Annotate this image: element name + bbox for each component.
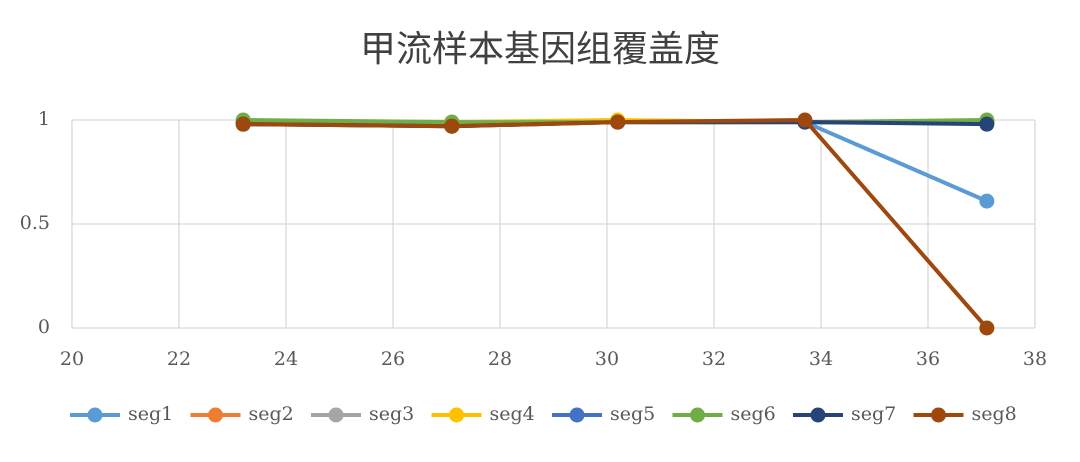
data-point (979, 116, 995, 132)
data-point (979, 193, 995, 209)
x-tick-label: 24 (274, 348, 298, 370)
data-point (979, 320, 995, 336)
legend-label: seg8 (972, 403, 1017, 425)
legend-marker (87, 407, 103, 423)
x-tick-label: 26 (381, 348, 405, 370)
y-tick-label: 1 (38, 108, 50, 130)
data-point (797, 112, 813, 128)
legend-marker (810, 407, 826, 423)
legend-label: seg3 (369, 403, 414, 425)
data-point (444, 118, 460, 134)
legend-label: seg2 (249, 403, 294, 425)
legend-marker (931, 407, 946, 423)
x-tick-label: 34 (809, 348, 833, 370)
legend-label: seg1 (128, 403, 173, 425)
y-tick-label: 0 (38, 316, 50, 338)
legend-label: seg6 (731, 403, 776, 425)
legend-marker (690, 407, 705, 423)
data-point (235, 116, 251, 132)
x-tick-label: 30 (595, 348, 619, 370)
legend-label: seg7 (851, 403, 896, 425)
legend-marker (449, 407, 464, 423)
legend-marker (208, 407, 223, 423)
x-tick-label: 20 (60, 348, 84, 370)
legend-marker (328, 407, 344, 423)
data-point (610, 114, 626, 130)
legend-marker (569, 407, 585, 423)
x-tick-label: 22 (167, 348, 191, 370)
legend-label: seg5 (610, 403, 655, 425)
x-tick-label: 36 (916, 348, 940, 370)
x-tick-label: 28 (488, 348, 512, 370)
chart-title: 甲流样本基因组覆盖度 (360, 29, 720, 70)
x-tick-label: 32 (702, 348, 726, 370)
x-tick-label: 38 (1023, 348, 1047, 370)
legend-label: seg4 (490, 403, 535, 425)
y-tick-label: 0.5 (20, 212, 50, 234)
